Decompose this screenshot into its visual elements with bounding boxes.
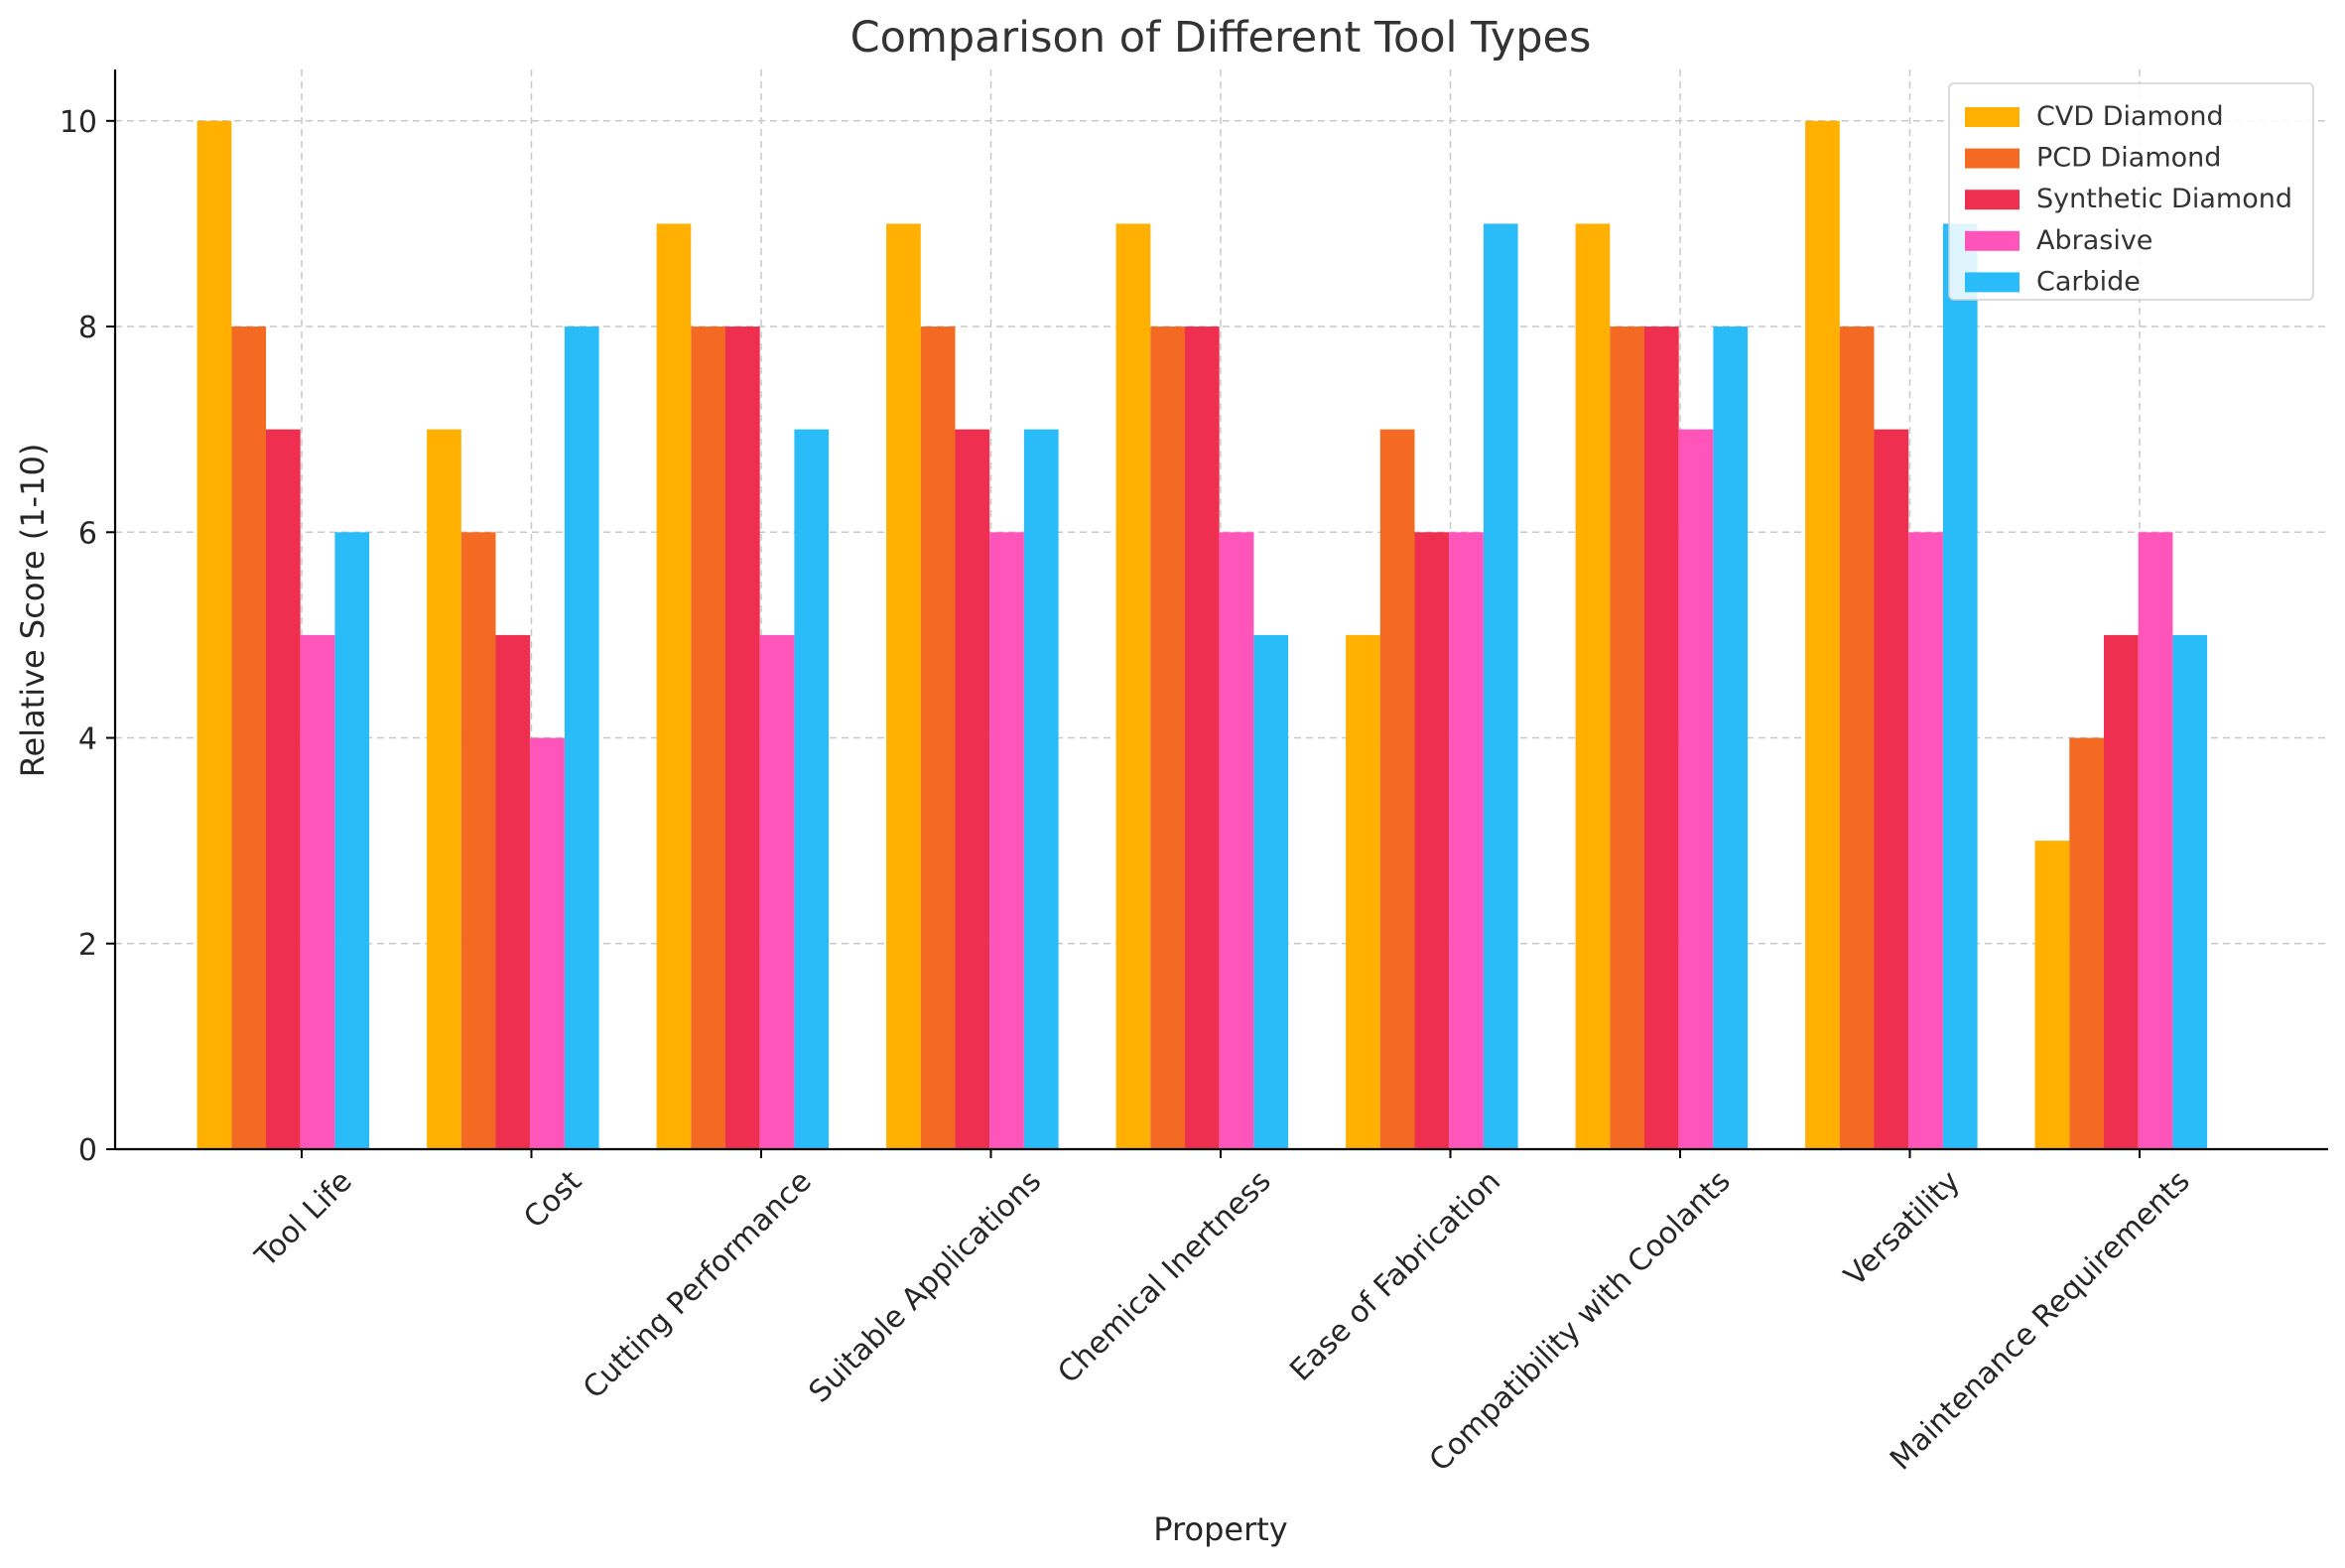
bar xyxy=(1346,634,1380,1149)
bar xyxy=(1644,327,1679,1149)
bar xyxy=(300,634,335,1149)
bar xyxy=(920,327,956,1149)
bar xyxy=(1908,532,1943,1149)
bar xyxy=(2104,634,2139,1149)
bar xyxy=(1575,223,1611,1149)
bar xyxy=(196,120,232,1149)
bar xyxy=(2138,532,2173,1149)
bar xyxy=(955,429,990,1150)
y-tick-label: 6 xyxy=(78,516,97,551)
bar xyxy=(759,634,795,1149)
bar xyxy=(1150,327,1185,1149)
y-tick-label: 0 xyxy=(78,1133,97,1168)
legend: CVD Diamond PCD Diamond Synthetic Diamond A… xyxy=(1948,82,2314,301)
x-tick-label: Ease of Fabrication xyxy=(1283,1164,1507,1388)
bar xyxy=(2172,634,2208,1149)
bar xyxy=(794,429,830,1150)
bar xyxy=(1678,429,1714,1150)
y-tick-label: 2 xyxy=(78,928,97,963)
bar xyxy=(886,223,921,1149)
y-axis-ticks: 0 2 4 6 8 10 xyxy=(60,105,115,1168)
legend-label: Carbide xyxy=(2036,266,2141,297)
y-tick-label: 10 xyxy=(60,105,97,140)
x-tick-label: Versatility xyxy=(1838,1164,1967,1293)
legend-swatch xyxy=(1965,190,2019,210)
bar xyxy=(1185,327,1220,1149)
x-tick-label: Cost xyxy=(517,1164,588,1236)
bar xyxy=(1942,223,1978,1149)
bars xyxy=(196,120,2208,1150)
bar xyxy=(1115,223,1151,1149)
bar xyxy=(989,532,1024,1149)
legend-swatch xyxy=(1965,272,2019,293)
y-tick-label: 4 xyxy=(78,722,97,757)
bar xyxy=(427,429,461,1150)
y-tick-label: 8 xyxy=(78,311,97,345)
bar xyxy=(1483,223,1518,1149)
legend-label: Synthetic Diamond xyxy=(2036,184,2292,214)
bar xyxy=(231,327,266,1149)
legend-label: Abrasive xyxy=(2036,225,2152,256)
bar xyxy=(530,737,565,1149)
x-axis-label: Property xyxy=(1153,1510,1287,1548)
x-tick-label: Suitable Applications xyxy=(803,1164,1049,1410)
bar xyxy=(334,532,370,1149)
bar xyxy=(495,634,531,1149)
bar xyxy=(2069,737,2104,1149)
bar xyxy=(1414,532,1450,1149)
bar xyxy=(2034,841,2070,1149)
bar xyxy=(1839,327,1875,1149)
bar xyxy=(1023,429,1059,1150)
x-tick-label: Chemical Inertness xyxy=(1051,1164,1277,1390)
bar xyxy=(691,327,725,1149)
bar xyxy=(1713,327,1749,1149)
bar xyxy=(1874,429,1909,1150)
legend-swatch xyxy=(1965,148,2019,169)
bar xyxy=(725,327,760,1149)
legend-label: PCD Diamond xyxy=(2036,143,2221,174)
bar xyxy=(1610,327,1644,1149)
bar xyxy=(656,223,692,1149)
bar xyxy=(564,327,599,1149)
x-tick-label: Tool Life xyxy=(248,1164,359,1275)
bar xyxy=(266,429,301,1150)
bar xyxy=(1219,532,1254,1149)
x-tick-label: Cutting Performance xyxy=(577,1164,819,1406)
bar xyxy=(1805,120,1840,1149)
bar xyxy=(1379,429,1415,1150)
legend-label: CVD Diamond xyxy=(2036,101,2224,132)
legend-swatch xyxy=(1965,230,2019,251)
legend-box xyxy=(1948,82,2314,301)
chart-title: Comparison of Different Tool Types xyxy=(850,13,1592,63)
bar xyxy=(1253,634,1289,1149)
bar xyxy=(1449,532,1484,1149)
bar xyxy=(460,532,496,1149)
y-axis-label: Relative Score (1-10) xyxy=(14,444,52,778)
legend-swatch xyxy=(1965,107,2019,127)
